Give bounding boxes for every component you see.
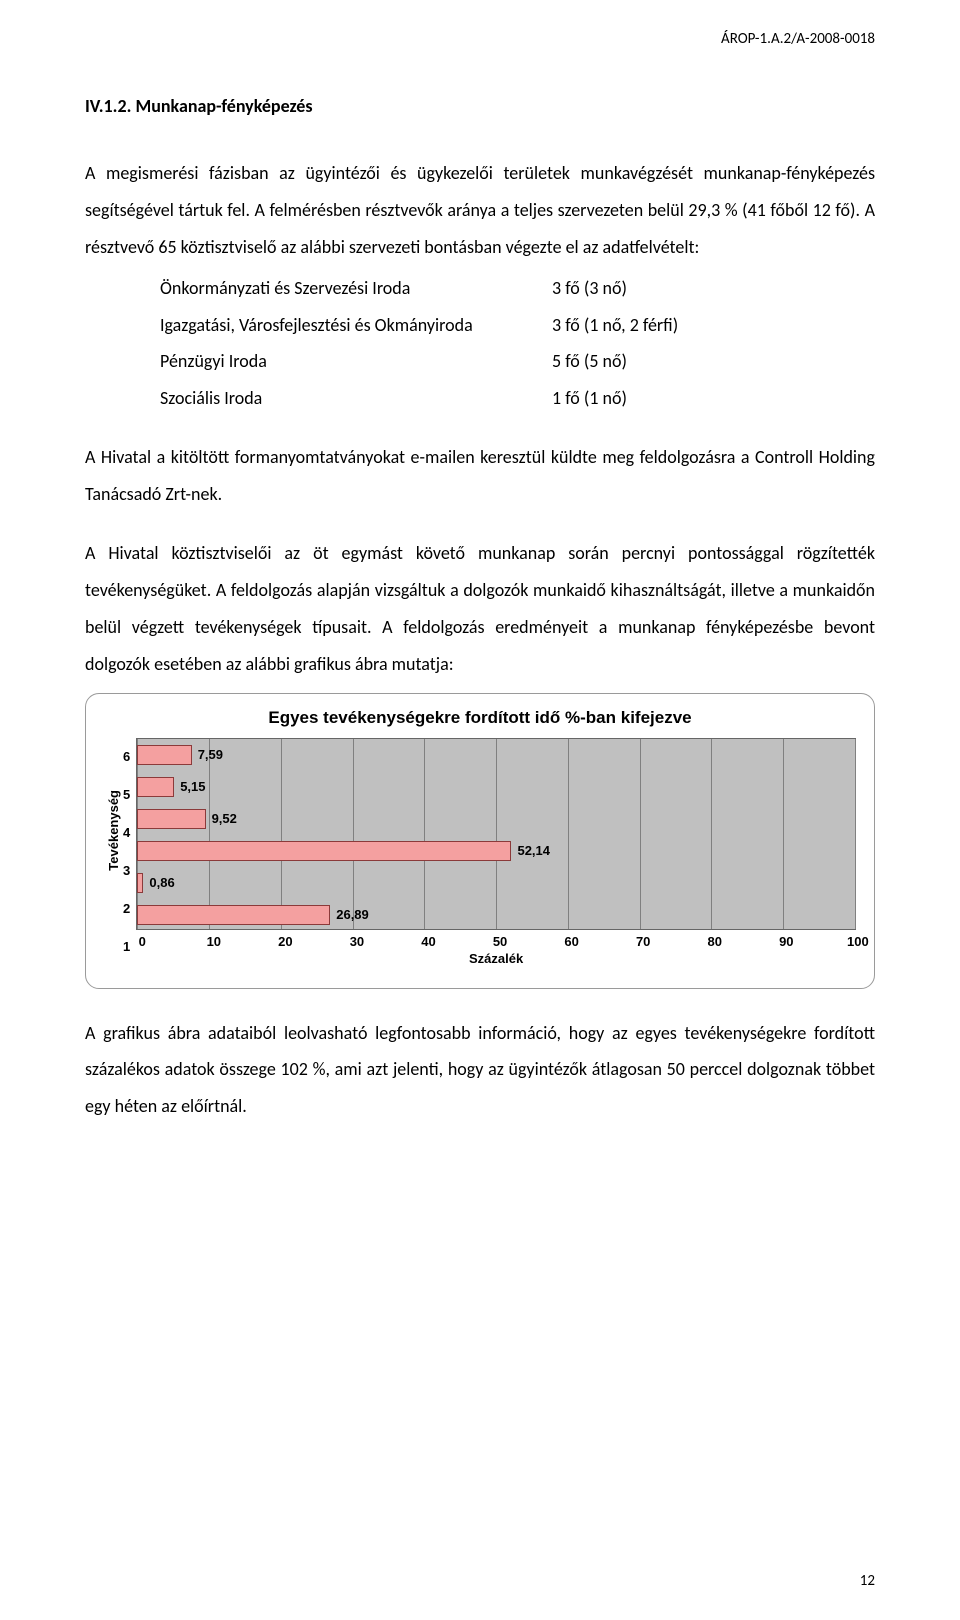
header-code: ÁROP-1.A.2/A-2008-0018 <box>721 30 875 48</box>
list-left: Önkormányzati és Szervezési Iroda <box>160 270 552 307</box>
paragraph-4: A grafikus ábra adataiból leolvasható le… <box>85 1015 875 1126</box>
chart-plot: 7,59 5,15 9,52 52,14 0,86 26,89 <box>136 738 856 930</box>
chart-title: Egyes tevékenységekre fordított idő %-ba… <box>104 708 856 728</box>
y-tick: 3 <box>123 855 130 887</box>
list-item: Szociális Iroda 1 fő (1 nő) <box>160 380 875 417</box>
chart-bar <box>137 905 330 925</box>
list-right: 1 fő (1 nő) <box>552 380 875 417</box>
bar-value-label: 7,59 <box>198 747 223 762</box>
chart-bar <box>137 777 174 797</box>
paragraph-2: A Hivatal a kitöltött formanyomtatványok… <box>85 439 875 513</box>
y-tick: 5 <box>123 779 130 811</box>
chart-bar <box>137 745 191 765</box>
section-title: IV.1.2. Munkanap-fényképezés <box>85 95 875 117</box>
chart-area: Tevékenység 6 5 4 3 2 1 7,59 5,15 9,52 52,14 0,86… <box>104 738 856 966</box>
x-tick: 50 <box>488 934 512 949</box>
y-axis-label: Tevékenység <box>104 790 123 871</box>
page-content: IV.1.2. Munkanap-fényképezés A megismeré… <box>85 0 875 1125</box>
x-tick: 90 <box>774 934 798 949</box>
list-left: Pénzügyi Iroda <box>160 343 552 380</box>
page-number: 12 <box>860 1572 875 1590</box>
list-right: 5 fő (5 nő) <box>552 343 875 380</box>
bar-value-label: 9,52 <box>212 811 237 826</box>
x-tick: 60 <box>560 934 584 949</box>
x-tick: 10 <box>202 934 226 949</box>
list-left: Szociális Iroda <box>160 380 552 417</box>
x-axis-label: Százalék <box>136 951 856 966</box>
bar-value-label: 5,15 <box>180 779 205 794</box>
x-tick: 0 <box>130 934 154 949</box>
list-item: Pénzügyi Iroda 5 fő (5 nő) <box>160 343 875 380</box>
x-tick: 70 <box>631 934 655 949</box>
x-ticks: 0102030405060708090100 <box>136 934 856 949</box>
org-list: Önkormányzati és Szervezési Iroda 3 fő (… <box>160 270 875 418</box>
y-tick: 2 <box>123 893 130 925</box>
x-tick: 40 <box>416 934 440 949</box>
chart-bar <box>137 873 143 893</box>
list-right: 3 fő (1 nő, 2 férfi) <box>552 307 875 344</box>
list-right: 3 fő (3 nő) <box>552 270 875 307</box>
x-tick: 30 <box>345 934 369 949</box>
bar-value-label: 52,14 <box>517 843 550 858</box>
chart-bar <box>137 841 511 861</box>
y-tick: 4 <box>123 817 130 849</box>
bar-value-label: 26,89 <box>336 907 369 922</box>
list-item: Igazgatási, Városfejlesztési és Okmányir… <box>160 307 875 344</box>
paragraph-3: A Hivatal köztisztviselői az öt egymást … <box>85 535 875 683</box>
list-item: Önkormányzati és Szervezési Iroda 3 fő (… <box>160 270 875 307</box>
x-tick: 100 <box>846 934 870 949</box>
paragraph-1: A megismerési fázisban az ügyintézői és … <box>85 155 875 266</box>
chart-container: Egyes tevékenységekre fordított idő %-ba… <box>85 693 875 989</box>
y-tick: 6 <box>123 741 130 773</box>
bar-value-label: 0,86 <box>149 875 174 890</box>
y-tick: 1 <box>123 931 130 963</box>
x-tick: 20 <box>273 934 297 949</box>
y-ticks: 6 5 4 3 2 1 <box>123 738 136 966</box>
chart-bar <box>137 809 205 829</box>
list-left: Igazgatási, Városfejlesztési és Okmányir… <box>160 307 552 344</box>
x-tick: 80 <box>703 934 727 949</box>
